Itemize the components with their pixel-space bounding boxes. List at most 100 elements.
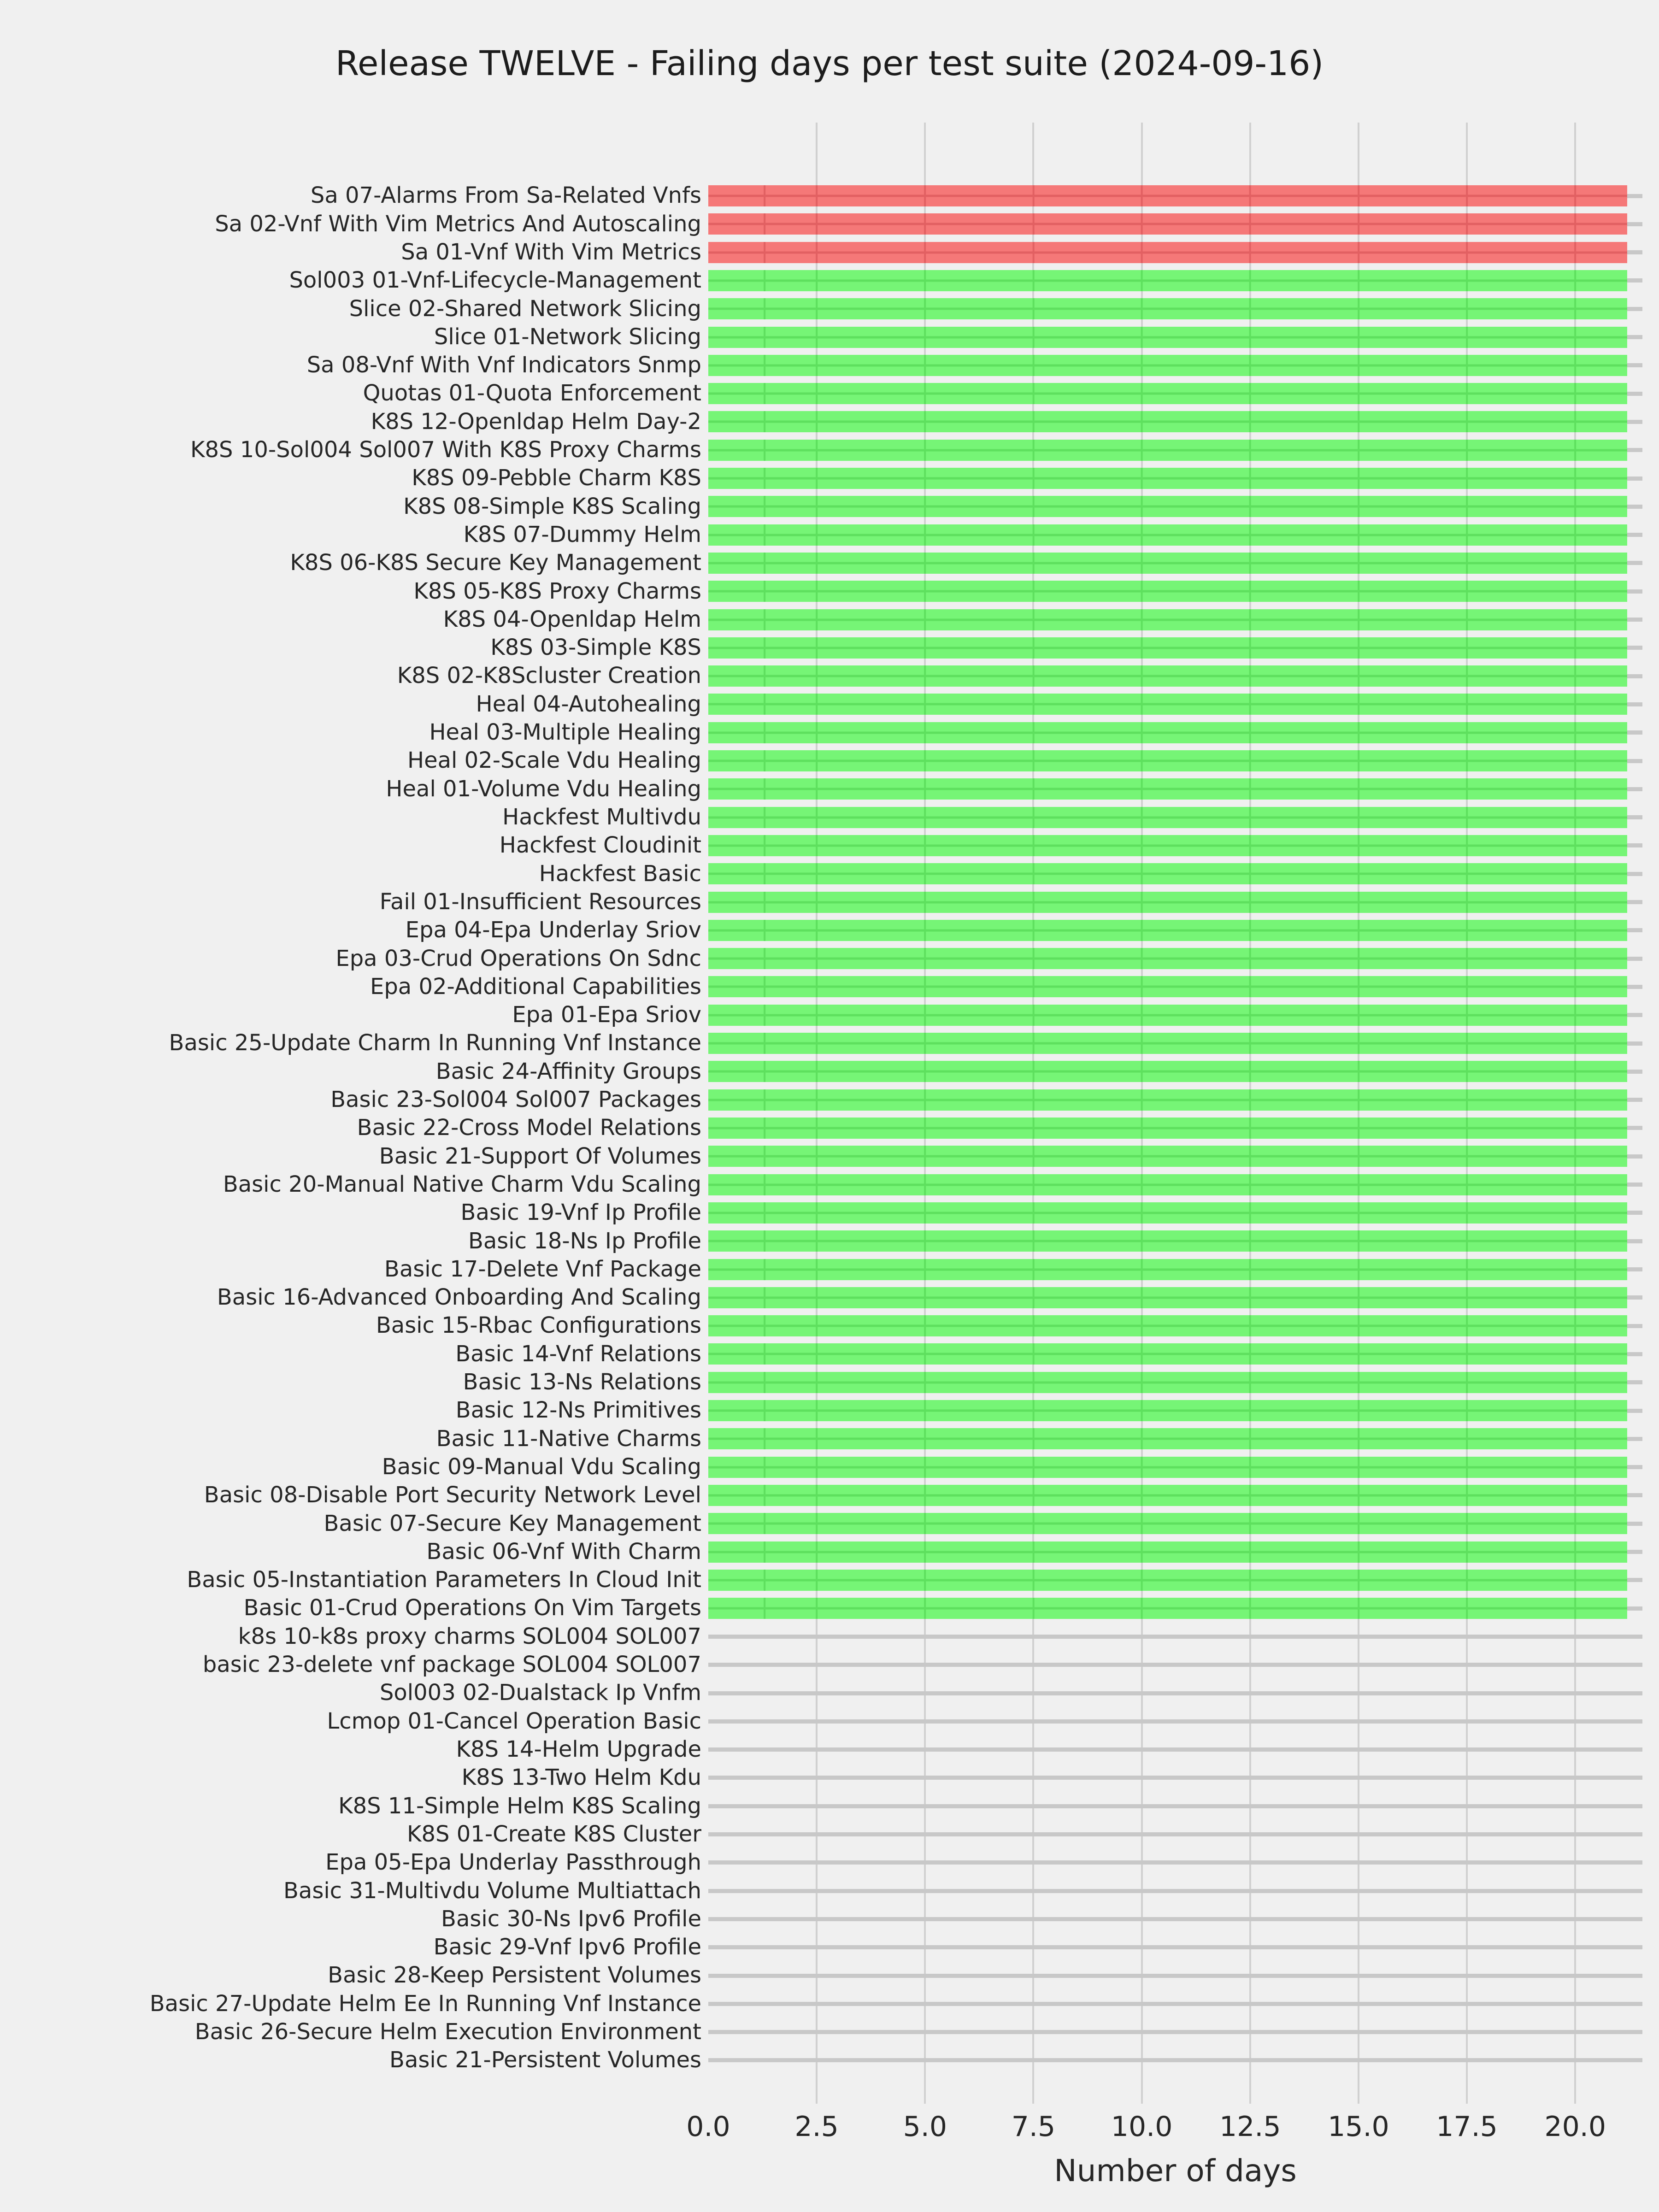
suite-label: Basic 31-Multivdu Volume Multiattach: [283, 1877, 701, 1904]
suite-bar: [708, 1371, 1628, 1393]
suite-label: k8s 10-k8s proxy charms SOL004 SOL007: [238, 1623, 701, 1649]
suite-label: Hackfest Basic: [539, 860, 701, 887]
suite-label: K8S 14-Helm Upgrade: [456, 1736, 701, 1762]
suite-label: Heal 02-Scale Vdu Healing: [407, 747, 701, 774]
suite-bar: [708, 1541, 1628, 1563]
horizontal-gridline: [708, 1691, 1642, 1695]
suite-bar: [708, 637, 1628, 659]
x-tick-label: 10.0: [1111, 2111, 1173, 2143]
suite-bar: [708, 835, 1628, 856]
suite-label: basic 23-delete vnf package SOL004 SOL00…: [202, 1652, 701, 1678]
suite-label: Basic 18-Ns Ip Profile: [468, 1228, 701, 1254]
suite-label: Basic 14-Vnf Relations: [455, 1341, 701, 1367]
horizontal-gridline: [708, 1860, 1642, 1865]
suite-label: K8S 06-K8S Secure Key Management: [290, 550, 701, 576]
suite-label: Sol003 01-Vnf-Lifecycle-Management: [289, 267, 701, 294]
suite-label: K8S 09-Pebble Charm K8S: [412, 465, 701, 491]
suite-label: Basic 11-Native Charms: [436, 1425, 701, 1452]
x-tick-label: 12.5: [1219, 2111, 1281, 2143]
horizontal-gridline: [708, 1973, 1642, 1978]
horizontal-gridline: [708, 1945, 1642, 1950]
suite-bar: [708, 1400, 1628, 1422]
suite-bar: [708, 439, 1628, 461]
suite-label: Basic 16-Advanced Onboarding And Scaling: [217, 1284, 701, 1311]
suite-label: Basic 06-Vnf With Charm: [426, 1538, 701, 1565]
horizontal-gridline: [708, 1832, 1642, 1837]
vertical-gridline: [1249, 123, 1251, 2104]
suite-bar: [708, 326, 1628, 348]
suite-bar: [708, 948, 1628, 970]
x-tick-label: 0.0: [686, 2111, 730, 2143]
suite-label: Basic 19-Vnf Ip Profile: [460, 1200, 701, 1226]
suite-label: Basic 13-Ns Relations: [463, 1369, 701, 1395]
suite-label: Basic 05-Instantiation Parameters In Clo…: [187, 1567, 701, 1593]
suite-label: Fail 01-Insufficient Resources: [379, 888, 701, 915]
suite-bar: [708, 1202, 1628, 1224]
suite-label: Basic 29-Vnf Ipv6 Profile: [433, 1934, 701, 1960]
x-axis-label: Number of days: [1054, 2153, 1297, 2188]
suite-label: Sa 07-Alarms From Sa-Related Vnfs: [310, 182, 701, 209]
horizontal-gridline: [708, 1888, 1642, 1893]
suite-label: Basic 27-Update Helm Ee In Running Vnf I…: [149, 1990, 701, 2017]
suite-bar: [708, 1004, 1628, 1026]
vertical-gridline: [1574, 123, 1577, 2104]
suite-label: Hackfest Multivdu: [502, 804, 701, 830]
horizontal-gridline: [708, 1719, 1642, 1724]
suite-label: K8S 11-Simple Helm K8S Scaling: [338, 1793, 701, 1819]
suite-label: Hackfest Cloudinit: [499, 832, 701, 859]
suite-bar: [708, 806, 1628, 828]
suite-bar: [708, 665, 1628, 687]
suite-label: Basic 20-Manual Native Charm Vdu Scaling: [223, 1171, 701, 1197]
suite-label: K8S 13-Two Helm Kdu: [461, 1765, 701, 1791]
suite-bar: [708, 976, 1628, 998]
suite-bar: [708, 1061, 1628, 1082]
suite-bar: [708, 722, 1628, 743]
suite-label: Basic 12-Ns Primitives: [455, 1397, 701, 1424]
suite-bar: [708, 1089, 1628, 1111]
suite-bar: [708, 411, 1628, 433]
suite-label: Basic 09-Manual Vdu Scaling: [382, 1453, 701, 1480]
suite-label: Sa 02-Vnf With Vim Metrics And Autoscali…: [215, 211, 701, 237]
suite-bar: [708, 496, 1628, 518]
suite-bar: [708, 354, 1628, 376]
vertical-gridline: [1032, 123, 1035, 2104]
suite-bar: [708, 1259, 1628, 1280]
suite-label: K8S 07-Dummy Helm: [463, 521, 701, 547]
suite-label: K8S 05-K8S Proxy Charms: [413, 578, 701, 604]
vertical-gridline: [924, 123, 926, 2104]
suite-label: Heal 04-Autohealing: [476, 691, 701, 717]
suite-label: Basic 22-Cross Model Relations: [357, 1115, 701, 1141]
suite-label: Basic 25-Update Charm In Running Vnf Ins…: [169, 1030, 701, 1056]
horizontal-gridline: [708, 2030, 1642, 2035]
suite-label: Heal 03-Multiple Healing: [429, 719, 701, 746]
vertical-gridline: [1466, 123, 1468, 2104]
suite-label: Basic 21-Support Of Volumes: [379, 1143, 701, 1169]
suite-bar: [708, 1428, 1628, 1450]
suite-label: Basic 24-Affinity Groups: [435, 1058, 701, 1084]
failing-suite-bar: [708, 185, 1628, 206]
horizontal-gridline: [708, 2001, 1642, 2006]
suite-bar: [708, 468, 1628, 489]
suite-label: Basic 28-Keep Persistent Volumes: [328, 1962, 701, 1988]
horizontal-gridline: [708, 1663, 1642, 1667]
suite-label: Epa 05-Epa Underlay Passthrough: [325, 1849, 701, 1876]
suite-label: Basic 21-Persistent Volumes: [389, 2047, 701, 2073]
suite-bar: [708, 1174, 1628, 1195]
x-tick-label: 15.0: [1328, 2111, 1389, 2143]
suite-bar: [708, 609, 1628, 630]
suite-label: K8S 03-Simple K8S: [490, 635, 701, 661]
suite-label: Lcmop 01-Cancel Operation Basic: [327, 1708, 701, 1734]
suite-label: Epa 01-Epa Sriov: [512, 1002, 701, 1028]
suite-label: K8S 02-K8Scluster Creation: [397, 663, 701, 689]
suite-bar: [708, 694, 1628, 715]
suite-bar: [708, 919, 1628, 941]
suite-bar: [708, 581, 1628, 602]
suite-label: Basic 07-Secure Key Management: [324, 1510, 702, 1536]
horizontal-gridline: [708, 2058, 1642, 2063]
chart-title: Release TWELVE - Failing days per test s…: [335, 44, 1324, 83]
suite-label: Basic 23-Sol004 Sol007 Packages: [330, 1087, 701, 1113]
suite-label: Sa 01-Vnf With Vim Metrics: [401, 239, 701, 265]
suite-label: Heal 01-Volume Vdu Healing: [386, 776, 701, 802]
suite-bar: [708, 863, 1628, 885]
suite-bar: [708, 778, 1628, 800]
